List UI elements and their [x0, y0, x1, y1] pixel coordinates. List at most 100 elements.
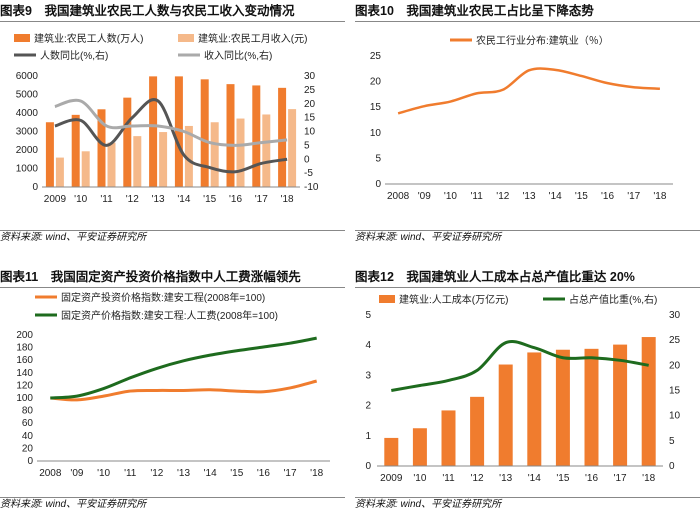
x-tick-label: '16 [257, 468, 270, 479]
y-tick-label: 5 [375, 153, 381, 164]
chart-title: 图表9 我国建筑业农民工人数与农民工收入变动情况 [0, 0, 345, 22]
y-tick-label: 5 [365, 310, 371, 321]
y2-tick-label: 30 [669, 310, 681, 321]
chart-fig11: 固定资产投资价格指数:建安工程(2008年=100) 固定资产价格指数:建安工程:… [16, 291, 330, 479]
y2-tick-label: 0 [669, 461, 675, 472]
y2-tick-label: 0 [304, 154, 310, 165]
y2-tick-label: 15 [304, 113, 316, 124]
x-tick-label: '14 [177, 194, 190, 205]
x-tick-label: '10 [74, 194, 87, 205]
series-line [391, 340, 649, 392]
bar [97, 109, 106, 187]
y-tick-label: 1 [365, 431, 371, 442]
bar [159, 132, 168, 187]
bar [149, 76, 158, 187]
series-line [397, 67, 660, 115]
chart-fig9: 建筑业:农民工人数(万人) 建筑业:农民工月收入(元) 人数同比(%,右) 收入同比(… [14, 32, 319, 205]
x-tick-label: '15 [203, 194, 216, 205]
bar [278, 87, 287, 187]
bar [200, 79, 209, 187]
chart-title: 图表10 我国建筑业农民工占比呈下降态势 [355, 0, 700, 22]
x-tick-label: '11 [442, 473, 455, 484]
x-tick-label: '16 [601, 191, 614, 202]
y-tick-label: 40 [22, 431, 34, 442]
x-tick-label: '14 [549, 191, 562, 202]
y-tick-label: 0 [32, 182, 38, 193]
y2-tick-label: -5 [304, 168, 313, 179]
x-tick-label: '11 [470, 191, 483, 202]
bar [236, 118, 245, 187]
legend-swatch [178, 34, 194, 42]
panel-fig9: 图表9 我国建筑业农民工人数与农民工收入变动情况 建筑业:农民工人数(万人) 建筑… [0, 0, 345, 245]
y-tick-label: 80 [22, 406, 34, 417]
bar [498, 364, 513, 466]
y2-tick-label: -10 [304, 182, 319, 193]
y-tick-label: 2000 [16, 145, 39, 156]
x-tick-label: '17 [284, 468, 297, 479]
x-tick-label: '10 [97, 468, 110, 479]
x-tick-label: '18 [281, 194, 294, 205]
source-note: 资料来源: wind、平安证券研究所 [0, 497, 345, 511]
bar [107, 142, 116, 187]
legend-label: 建筑业:农民工人数(万人) [34, 32, 143, 45]
x-tick-label: '17 [614, 473, 627, 484]
y-tick-label: 4 [365, 340, 371, 351]
y2-tick-label: 20 [304, 99, 316, 110]
y-tick-label: 1000 [16, 164, 39, 175]
y2-tick-label: 25 [669, 335, 681, 346]
x-tick-label: '12 [126, 194, 139, 205]
x-tick-label: '11 [100, 194, 113, 205]
bar [613, 344, 628, 466]
x-tick-label: '11 [124, 468, 137, 479]
chart-fig12: 建筑业:人工成本(万亿元) 占总产值比重(%,右) 0 1 2 3 4 5 0 5 10 15 20 25… [365, 293, 681, 484]
bar [555, 349, 570, 466]
legend-label: 固定资产投资价格指数:建安工程(2008年=100) [61, 291, 265, 304]
y-tick-label: 2 [365, 401, 371, 412]
y-tick-label: 60 [22, 418, 34, 429]
chart-fig10: 农民工行业分布:建筑业（％） 0 5 10 15 20 25 2008 '09 '10 '11 '12… [370, 34, 673, 202]
bar [55, 157, 64, 187]
x-tick-label: '16 [229, 194, 242, 205]
y2-tick-label: 25 [304, 85, 316, 96]
x-tick-label: '18 [653, 191, 666, 202]
x-tick-label: '16 [585, 473, 598, 484]
x-tick-label: '09 [418, 191, 431, 202]
x-tick-label: 2009 [44, 194, 67, 205]
y2-tick-label: 10 [669, 411, 681, 422]
y-tick-label: 10 [370, 128, 382, 139]
series-line [50, 379, 318, 402]
y-tick-label: 140 [16, 368, 33, 379]
bar [441, 410, 456, 466]
x-tick-label: '10 [413, 473, 426, 484]
y2-tick-label: 10 [304, 127, 316, 138]
legend-label: 固定资产价格指数:建安工程:人工费(2008年=100) [61, 309, 278, 322]
source-note: 资料来源: wind、平安证券研究所 [355, 230, 700, 244]
x-tick-label: '18 [310, 468, 323, 479]
y2-tick-label: 15 [669, 386, 681, 397]
source-note: 资料来源: wind、平安证券研究所 [0, 230, 345, 244]
legend-label: 建筑业:人工成本(万亿元) [399, 293, 508, 306]
y-tick-label: 5000 [16, 90, 39, 101]
y-tick-label: 100 [16, 393, 33, 404]
x-tick-label: '12 [150, 468, 163, 479]
x-tick-label: '12 [471, 473, 484, 484]
legend-swatch [14, 34, 30, 42]
y-tick-label: 0 [375, 179, 381, 190]
bar [470, 396, 485, 466]
bar [71, 114, 80, 187]
bar [174, 76, 183, 187]
y-tick-label: 15 [370, 102, 382, 113]
x-tick-label: '13 [499, 473, 512, 484]
y-tick-label: 180 [16, 343, 33, 354]
bar [133, 136, 142, 187]
x-tick-label: '15 [556, 473, 569, 484]
bar [288, 109, 297, 187]
bar [184, 125, 193, 187]
bar [262, 114, 271, 187]
bar [252, 85, 261, 187]
series-line [54, 98, 288, 147]
legend-swatch [379, 295, 395, 303]
y-tick-label: 120 [16, 380, 33, 391]
y-tick-label: 6000 [16, 71, 39, 82]
chart-title: 图表11 我国固定资产投资价格指数中人工费涨幅领先 [0, 266, 345, 288]
